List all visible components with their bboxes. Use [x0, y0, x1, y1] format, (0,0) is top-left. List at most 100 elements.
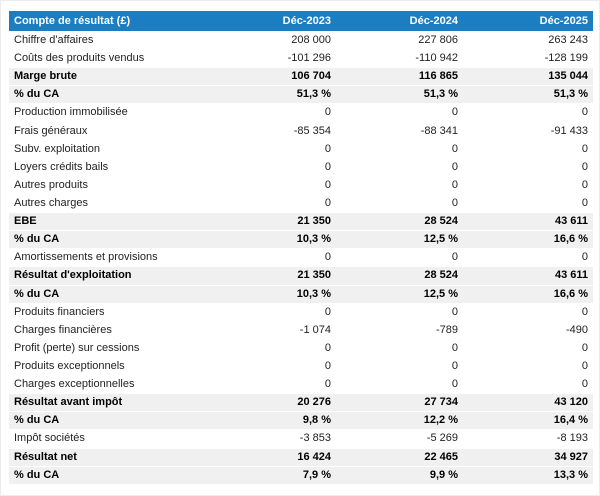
table-header-row: Compte de résultat (£) Déc-2023 Déc-2024…: [9, 11, 593, 31]
cell-value: 0: [324, 160, 331, 173]
cell-value: 0: [451, 178, 458, 191]
cell-value: 106 704: [291, 70, 331, 83]
table-row: % du CA 10,3 % 12,5 % 16,6 %: [9, 230, 593, 249]
cell-value: 0: [324, 341, 331, 354]
table-row: Profit (perte) sur cessions 0 0 0: [9, 338, 593, 357]
cell-value: 0: [324, 197, 331, 210]
cell-value: 16,4 %: [553, 414, 588, 427]
table-row: Produits exceptionnels 0 0 0: [9, 356, 593, 376]
table-row: Autres charges 0 0 0: [9, 193, 593, 213]
row-label: Charges financières: [14, 323, 112, 336]
table-row: % du CA 9,8 % 12,2 % 16,4 %: [9, 411, 593, 430]
cell-value: -85 354: [293, 124, 331, 137]
cell-value: -91 433: [550, 124, 588, 137]
row-label: Coûts des produits vendus: [14, 52, 145, 65]
cell-value: 10,3 %: [296, 233, 331, 246]
cell-value: 0: [581, 360, 588, 373]
cell-value: 0: [581, 178, 588, 191]
cell-value: 0: [324, 178, 331, 191]
row-label: % du CA: [14, 88, 60, 101]
cell-value: 16,6 %: [553, 287, 588, 300]
cell-value: -490: [565, 323, 588, 336]
table-row: Résultat avant impôt 20 276 27 734 43 12…: [9, 393, 593, 412]
cell-value: 43 120: [554, 396, 588, 409]
cell-value: 0: [451, 305, 458, 318]
cell-value: 0: [581, 305, 588, 318]
cell-value: 0: [581, 106, 588, 119]
cell-value: 0: [324, 142, 331, 155]
cell-value: 116 865: [418, 70, 458, 83]
cell-value: -1 074: [299, 323, 331, 336]
cell-value: 43 611: [554, 269, 588, 282]
cell-value: 28 524: [424, 215, 458, 228]
cell-value: -88 341: [420, 124, 458, 137]
cell-value: 21 350: [297, 215, 331, 228]
cell-value: -110 942: [415, 52, 458, 65]
table-row: Loyers crédits bails 0 0 0: [9, 157, 593, 176]
cell-value: 0: [451, 106, 458, 119]
table-row: Frais généraux -85 354 -88 341 -91 433: [9, 121, 593, 140]
cell-value: 0: [451, 360, 458, 373]
row-label: Subv. exploitation: [14, 142, 101, 155]
row-label: Loyers crédits bails: [14, 160, 109, 173]
cell-value: -3 853: [299, 432, 331, 445]
row-label: Charges exceptionnelles: [14, 378, 135, 391]
row-label: Autres produits: [14, 178, 88, 191]
table-row: EBE 21 350 28 524 43 611: [9, 212, 593, 231]
cell-value: -5 269: [426, 432, 458, 445]
table-row: Coûts des produits vendus -101 296 -110 …: [9, 49, 593, 68]
row-label: % du CA: [14, 287, 60, 300]
cell-value: -8 193: [556, 432, 588, 445]
header-col-year-1: Déc-2023: [282, 15, 331, 27]
cell-value: 12,5 %: [423, 287, 458, 300]
row-label: Amortissements et provisions: [14, 251, 158, 264]
table-row: Charges financières -1 074 -789 -490: [9, 320, 593, 339]
cell-value: 0: [451, 341, 458, 354]
cell-value: 7,9 %: [302, 468, 331, 481]
header-col-year-2: Déc-2024: [409, 15, 458, 27]
cell-value: 43 611: [554, 215, 588, 228]
cell-value: 0: [581, 378, 588, 391]
cell-value: 0: [451, 142, 458, 155]
cell-value: 0: [451, 251, 458, 264]
row-label: Marge brute: [14, 70, 77, 83]
cell-value: 51,3 %: [423, 88, 458, 101]
table-body: Chiffre d'affaires 208 000 227 806 263 2…: [9, 31, 593, 484]
cell-value: 0: [324, 360, 331, 373]
cell-value: -128 199: [544, 52, 588, 65]
cell-value: 0: [581, 160, 588, 173]
table-row: Résultat d'exploitation 21 350 28 524 43…: [9, 266, 593, 285]
row-label: % du CA: [14, 468, 60, 481]
table-row: Chiffre d'affaires 208 000 227 806 263 2…: [9, 31, 593, 50]
table-row: % du CA 10,3 % 12,5 % 16,6 %: [9, 284, 593, 303]
cell-value: 16 424: [297, 450, 331, 463]
cell-value: -789: [435, 323, 458, 336]
table-title: Compte de résultat (£): [14, 15, 131, 27]
cell-value: 9,9 %: [429, 468, 458, 481]
cell-value: 0: [451, 160, 458, 173]
table-row: % du CA 7,9 % 9,9 % 13,3 %: [9, 465, 593, 484]
cell-value: 0: [581, 142, 588, 155]
cell-value: 0: [581, 251, 588, 264]
table-row: Production immobilisée 0 0 0: [9, 103, 593, 122]
row-label: Frais généraux: [14, 124, 88, 137]
row-label: Production immobilisée: [14, 106, 128, 119]
cell-value: 0: [581, 341, 588, 354]
cell-value: 0: [324, 106, 331, 119]
header-col-year-3: Déc-2025: [539, 15, 588, 27]
cell-value: 0: [324, 251, 331, 264]
table-row: Résultat net 16 424 22 465 34 927: [9, 447, 593, 466]
row-label: Résultat net: [14, 450, 77, 463]
cell-value: 51,3 %: [553, 88, 588, 101]
cell-value: 0: [451, 197, 458, 210]
cell-value: 13,3 %: [553, 468, 588, 481]
row-label: Chiffre d'affaires: [14, 34, 94, 47]
cell-value: 16,6 %: [553, 233, 588, 246]
cell-value: -101 296: [287, 52, 331, 65]
cell-value: 51,3 %: [296, 88, 331, 101]
cell-value: 12,2 %: [423, 414, 458, 427]
row-label: Profit (perte) sur cessions: [14, 341, 140, 354]
row-label: % du CA: [14, 414, 60, 427]
cell-value: 20 276: [297, 396, 331, 409]
